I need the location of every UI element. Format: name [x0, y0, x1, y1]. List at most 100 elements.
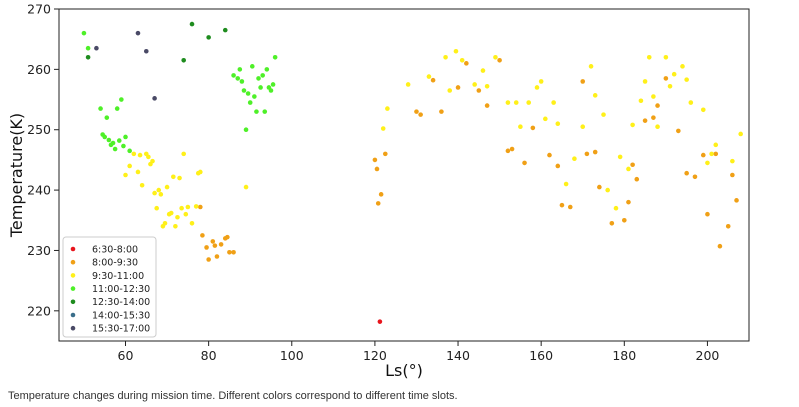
data-point — [179, 205, 184, 211]
data-point — [655, 103, 660, 108]
data-point — [443, 54, 448, 60]
data-point — [713, 142, 719, 148]
data-point — [630, 122, 635, 128]
x-tick-label: 120 — [363, 348, 387, 363]
data-point — [601, 112, 606, 117]
data-point — [617, 154, 623, 160]
data-point — [212, 243, 218, 248]
data-point — [453, 48, 459, 54]
data-point — [171, 174, 176, 180]
data-point — [249, 64, 255, 69]
figure-caption: Temperature changes during mission time.… — [8, 390, 458, 402]
data-point — [588, 64, 594, 69]
data-point — [260, 73, 265, 78]
data-point — [563, 181, 569, 187]
y-tick-label: 260 — [27, 62, 51, 77]
data-point — [377, 319, 383, 324]
data-point — [688, 100, 694, 105]
legend-marker — [70, 273, 76, 278]
x-tick-label: 160 — [529, 348, 553, 363]
data-point — [447, 88, 453, 93]
data-point — [680, 64, 685, 69]
data-point — [181, 151, 186, 157]
data-point — [375, 201, 381, 206]
data-point — [235, 76, 241, 81]
y-tick-label: 230 — [27, 243, 51, 258]
data-point — [497, 58, 502, 63]
y-tick-label: 250 — [27, 122, 51, 137]
data-point — [380, 126, 386, 131]
data-point — [270, 82, 276, 87]
data-point — [518, 124, 523, 130]
data-point — [646, 54, 652, 60]
data-point — [382, 151, 388, 157]
data-point — [272, 54, 278, 60]
data-point — [526, 100, 531, 105]
data-point — [181, 58, 186, 63]
data-point — [112, 146, 118, 152]
data-point — [642, 79, 648, 84]
data-point — [139, 182, 145, 188]
data-point — [173, 224, 178, 229]
data-point — [684, 170, 689, 176]
data-point — [131, 151, 137, 157]
data-point — [418, 112, 423, 117]
data-point — [218, 242, 224, 247]
data-point — [580, 79, 586, 84]
data-point — [493, 54, 498, 60]
x-tick-label: 180 — [612, 348, 636, 363]
data-point — [705, 160, 710, 166]
data-point — [106, 137, 112, 143]
data-point — [243, 127, 249, 133]
legend: 6:30-8:00 8:00-9:30 9:30-11:00 11:00-12:30 1… — [62, 236, 157, 338]
data-point — [123, 172, 128, 178]
data-point — [245, 91, 251, 96]
data-point — [559, 202, 565, 208]
data-point — [580, 124, 586, 130]
data-point — [264, 67, 270, 72]
data-point — [222, 27, 228, 33]
data-point — [414, 109, 419, 114]
data-point — [734, 198, 739, 203]
data-point — [116, 138, 122, 143]
x-tick-label: 140 — [446, 348, 470, 363]
data-point — [692, 174, 698, 180]
temperature-scatter-chart: 60 80 100 120 140 160 180 200 220 230 240 250 260 27… — [7, 2, 750, 380]
data-point — [239, 79, 245, 84]
data-point — [522, 160, 527, 166]
legend-marker — [70, 299, 76, 305]
x-tick-label: 80 — [201, 348, 217, 363]
data-point — [268, 88, 274, 93]
data-point — [543, 116, 548, 122]
legend-label: 14:00-15:30 — [92, 310, 150, 321]
legend-marker — [70, 312, 76, 318]
legend-label: 8:00-9:30 — [92, 258, 138, 269]
data-point — [626, 166, 631, 172]
legend-label: 6:30-8:00 — [92, 244, 138, 255]
data-point — [123, 134, 128, 140]
data-point — [374, 166, 380, 172]
data-point — [154, 205, 159, 211]
data-point — [119, 97, 124, 102]
data-point — [671, 71, 677, 77]
data-point — [455, 85, 461, 90]
data-point — [114, 106, 120, 111]
data-point — [613, 205, 619, 211]
data-point — [372, 157, 378, 163]
data-point — [225, 234, 230, 240]
data-point — [634, 176, 640, 182]
data-point — [177, 175, 182, 181]
legend-label: 15:30-17:00 — [92, 324, 150, 335]
data-point — [622, 217, 627, 223]
data-point — [472, 82, 477, 87]
legend-marker — [70, 259, 76, 265]
data-point — [676, 128, 681, 134]
data-point — [530, 125, 536, 131]
data-point — [156, 187, 162, 193]
data-point — [651, 115, 656, 120]
data-point — [626, 199, 631, 205]
data-point — [430, 77, 436, 83]
data-point — [227, 249, 232, 255]
data-point — [200, 233, 205, 238]
data-point — [135, 30, 141, 36]
